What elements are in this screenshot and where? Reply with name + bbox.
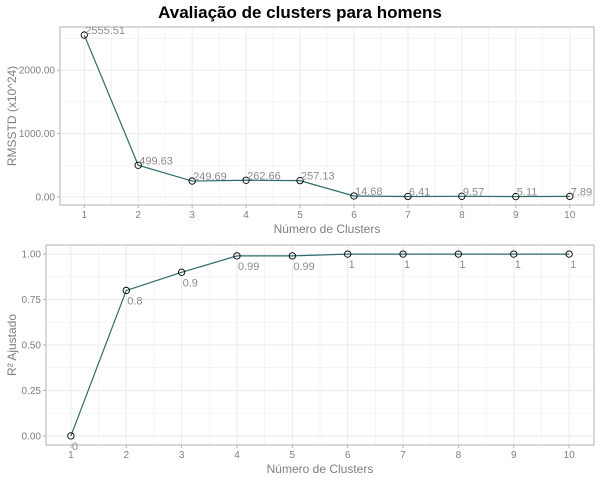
r2-data-point bbox=[454, 250, 463, 258]
r2-data-point bbox=[122, 286, 130, 295]
rmsstd-data-label: 249.69 bbox=[193, 171, 227, 183]
rmsstd-x-tick-label: 9 bbox=[513, 210, 519, 221]
rmsstd-x-tick-label: 5 bbox=[297, 210, 303, 221]
rmsstd-data-label: 262.66 bbox=[247, 170, 281, 182]
r2-x-tick-label: 10 bbox=[564, 450, 576, 461]
rmsstd-data-label: 7.89 bbox=[571, 186, 592, 198]
r2-y-axis-title: R² Ajustado bbox=[5, 314, 19, 376]
r2-data-point bbox=[565, 250, 573, 258]
rmsstd-data-point bbox=[296, 176, 304, 185]
r2-x-tick-label: 1 bbox=[68, 450, 74, 461]
r2-y-tick-label: 0.00 bbox=[22, 431, 42, 442]
rmsstd-chart: 0.00 1000.00 2000.00 1 2 3 4 5 6 7 8 9 10 Número de C… bbox=[5, 25, 595, 236]
rmsstd-x-tick-label: 1 bbox=[81, 210, 87, 221]
r2-y-tick-label: 0.25 bbox=[22, 386, 42, 397]
rmsstd-data-point bbox=[134, 161, 142, 169]
rmsstd-y-tick-label: 0.00 bbox=[36, 192, 56, 203]
rmsstd-data-label: 257.13 bbox=[301, 171, 335, 183]
rmsstd-panel-border bbox=[59, 26, 595, 206]
r2-data-point bbox=[344, 250, 352, 258]
r2-x-tick-label: 8 bbox=[456, 450, 462, 461]
rmsstd-x-axis-title: Número de Clusters bbox=[274, 222, 381, 236]
rmsstd-y-tick-label: 1000.00 bbox=[19, 129, 56, 140]
r2-data-label: 1 bbox=[459, 259, 465, 271]
r2-data-point bbox=[399, 250, 407, 258]
r2-data-label: 1 bbox=[404, 259, 410, 271]
r2-data-point bbox=[177, 268, 186, 276]
r2-series-line bbox=[70, 253, 570, 437]
rmsstd-data-point bbox=[404, 192, 412, 201]
r2-y-tick-label: 1.00 bbox=[22, 250, 42, 261]
r2-x-axis-title: Número de Clusters bbox=[267, 462, 374, 476]
rmsstd-data-label: 5.11 bbox=[517, 187, 538, 199]
r2-x-tick-label: 9 bbox=[511, 450, 517, 461]
rmsstd-x-tick-label: 6 bbox=[351, 210, 357, 221]
r2-data-point bbox=[67, 432, 75, 440]
rmsstd-x-tick-label: 2 bbox=[135, 210, 141, 221]
r2-x-tick-label: 6 bbox=[345, 450, 351, 461]
rmsstd-data-label: 14.68 bbox=[355, 186, 383, 198]
r2-data-label: 1 bbox=[349, 259, 355, 271]
rmsstd-data-point bbox=[512, 192, 520, 201]
r2-x-tick-label: 5 bbox=[290, 450, 296, 461]
rmsstd-y-tick-label: 2000.00 bbox=[19, 66, 56, 77]
r2-data-label: 0.99 bbox=[293, 261, 314, 273]
rmsstd-series-line bbox=[83, 34, 570, 198]
rmsstd-data-point bbox=[350, 192, 358, 200]
rmsstd-data-point bbox=[80, 31, 88, 39]
r2-x-tick-label: 4 bbox=[234, 450, 240, 461]
rmsstd-data-point bbox=[242, 176, 250, 184]
rmsstd-x-tick-label: 7 bbox=[405, 210, 411, 221]
rmsstd-data-label: 499.63 bbox=[139, 155, 173, 167]
rmsstd-x-tick-label: 8 bbox=[459, 210, 465, 221]
r2-data-label: 0 bbox=[72, 441, 78, 453]
chart-title: Avaliação de clusters para homens bbox=[158, 3, 442, 22]
r2-x-tick-label: 3 bbox=[179, 450, 185, 461]
r2-y-tick-label: 0.75 bbox=[22, 295, 42, 306]
r2-y-tick-label: 0.50 bbox=[22, 341, 42, 352]
r2-data-label: 0.99 bbox=[238, 261, 259, 273]
r2-x-tick-label: 2 bbox=[123, 450, 129, 461]
r2-x-tick-label: 7 bbox=[400, 450, 406, 461]
rmsstd-x-tick-label: 3 bbox=[189, 210, 195, 221]
rmsstd-data-label: 6.41 bbox=[409, 186, 430, 198]
r2-data-label: 1 bbox=[570, 259, 576, 271]
r2-data-point bbox=[233, 252, 241, 260]
rmsstd-data-label: 9.57 bbox=[463, 186, 484, 198]
rmsstd-x-tick-label: 10 bbox=[564, 210, 576, 221]
r2-data-label: 1 bbox=[515, 259, 521, 271]
r2-data-label: 0.9 bbox=[183, 277, 198, 289]
r2-data-point bbox=[510, 250, 518, 258]
rmsstd-data-point bbox=[566, 192, 574, 201]
r2-data-label: 0.8 bbox=[127, 295, 142, 307]
rmsstd-data-point bbox=[458, 192, 466, 200]
rmsstd-x-tick-label: 4 bbox=[243, 210, 249, 221]
r2-data-point bbox=[288, 252, 296, 260]
rmsstd-data-label: 2555.51 bbox=[85, 25, 125, 37]
rmsstd-data-point bbox=[188, 177, 196, 185]
rmsstd-y-axis-title: RMSSTD (x10^24) bbox=[5, 66, 19, 166]
